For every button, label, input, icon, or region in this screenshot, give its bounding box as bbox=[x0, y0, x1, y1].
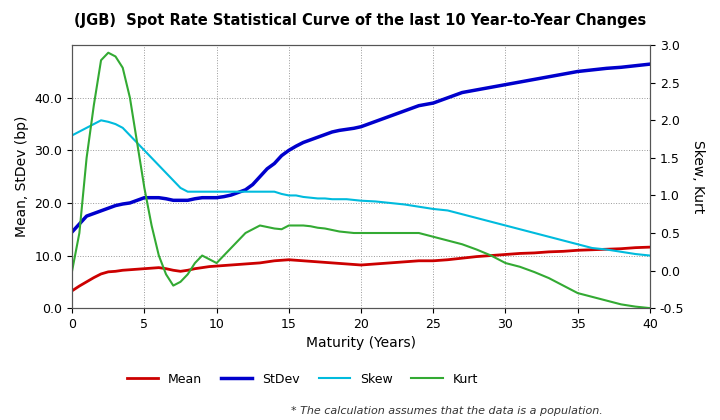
X-axis label: Maturity (Years): Maturity (Years) bbox=[306, 336, 416, 350]
StDev bbox=[220, 194, 228, 199]
StDev bbox=[155, 195, 163, 200]
StDev bbox=[299, 140, 307, 145]
Skew bbox=[68, 133, 76, 138]
StDev bbox=[328, 129, 336, 134]
Skew bbox=[96, 118, 105, 123]
Skew bbox=[646, 253, 654, 258]
Skew bbox=[335, 197, 343, 202]
Legend: Mean, StDev, Skew, Kurt: Mean, StDev, Skew, Kurt bbox=[122, 368, 483, 391]
Y-axis label: Mean, StDev (bp): Mean, StDev (bp) bbox=[15, 116, 29, 237]
Skew bbox=[306, 195, 315, 200]
StDev bbox=[530, 77, 539, 82]
Kurt bbox=[335, 229, 343, 234]
StDev bbox=[646, 62, 654, 67]
Kurt bbox=[544, 276, 553, 281]
Mean bbox=[328, 260, 336, 265]
Line: StDev: StDev bbox=[72, 64, 650, 232]
Text: (JGB)  Spot Rate Statistical Curve of the last 10 Year-to-Year Changes: (JGB) Spot Rate Statistical Curve of the… bbox=[74, 13, 646, 28]
Y-axis label: Skew, Kurt: Skew, Kurt bbox=[691, 140, 705, 213]
Skew bbox=[162, 171, 171, 176]
Kurt bbox=[68, 268, 76, 273]
Line: Kurt: Kurt bbox=[72, 53, 650, 308]
Kurt bbox=[306, 224, 315, 229]
Kurt bbox=[176, 279, 185, 284]
Line: Skew: Skew bbox=[72, 120, 650, 255]
Line: Mean: Mean bbox=[72, 247, 650, 291]
Text: * The calculation assumes that the data is a population.: * The calculation assumes that the data … bbox=[291, 406, 602, 416]
Kurt bbox=[104, 50, 112, 55]
Mean bbox=[299, 258, 307, 263]
Kurt bbox=[646, 306, 654, 311]
StDev bbox=[169, 198, 178, 203]
Skew bbox=[227, 189, 235, 194]
Kurt bbox=[162, 272, 171, 277]
Kurt bbox=[227, 246, 235, 251]
StDev bbox=[68, 229, 76, 234]
Mean bbox=[646, 244, 654, 249]
Mean bbox=[530, 250, 539, 255]
Mean bbox=[155, 265, 163, 270]
Skew bbox=[176, 185, 185, 190]
Skew bbox=[544, 234, 553, 239]
Mean bbox=[220, 263, 228, 268]
Mean bbox=[169, 268, 178, 273]
Mean bbox=[68, 288, 76, 293]
